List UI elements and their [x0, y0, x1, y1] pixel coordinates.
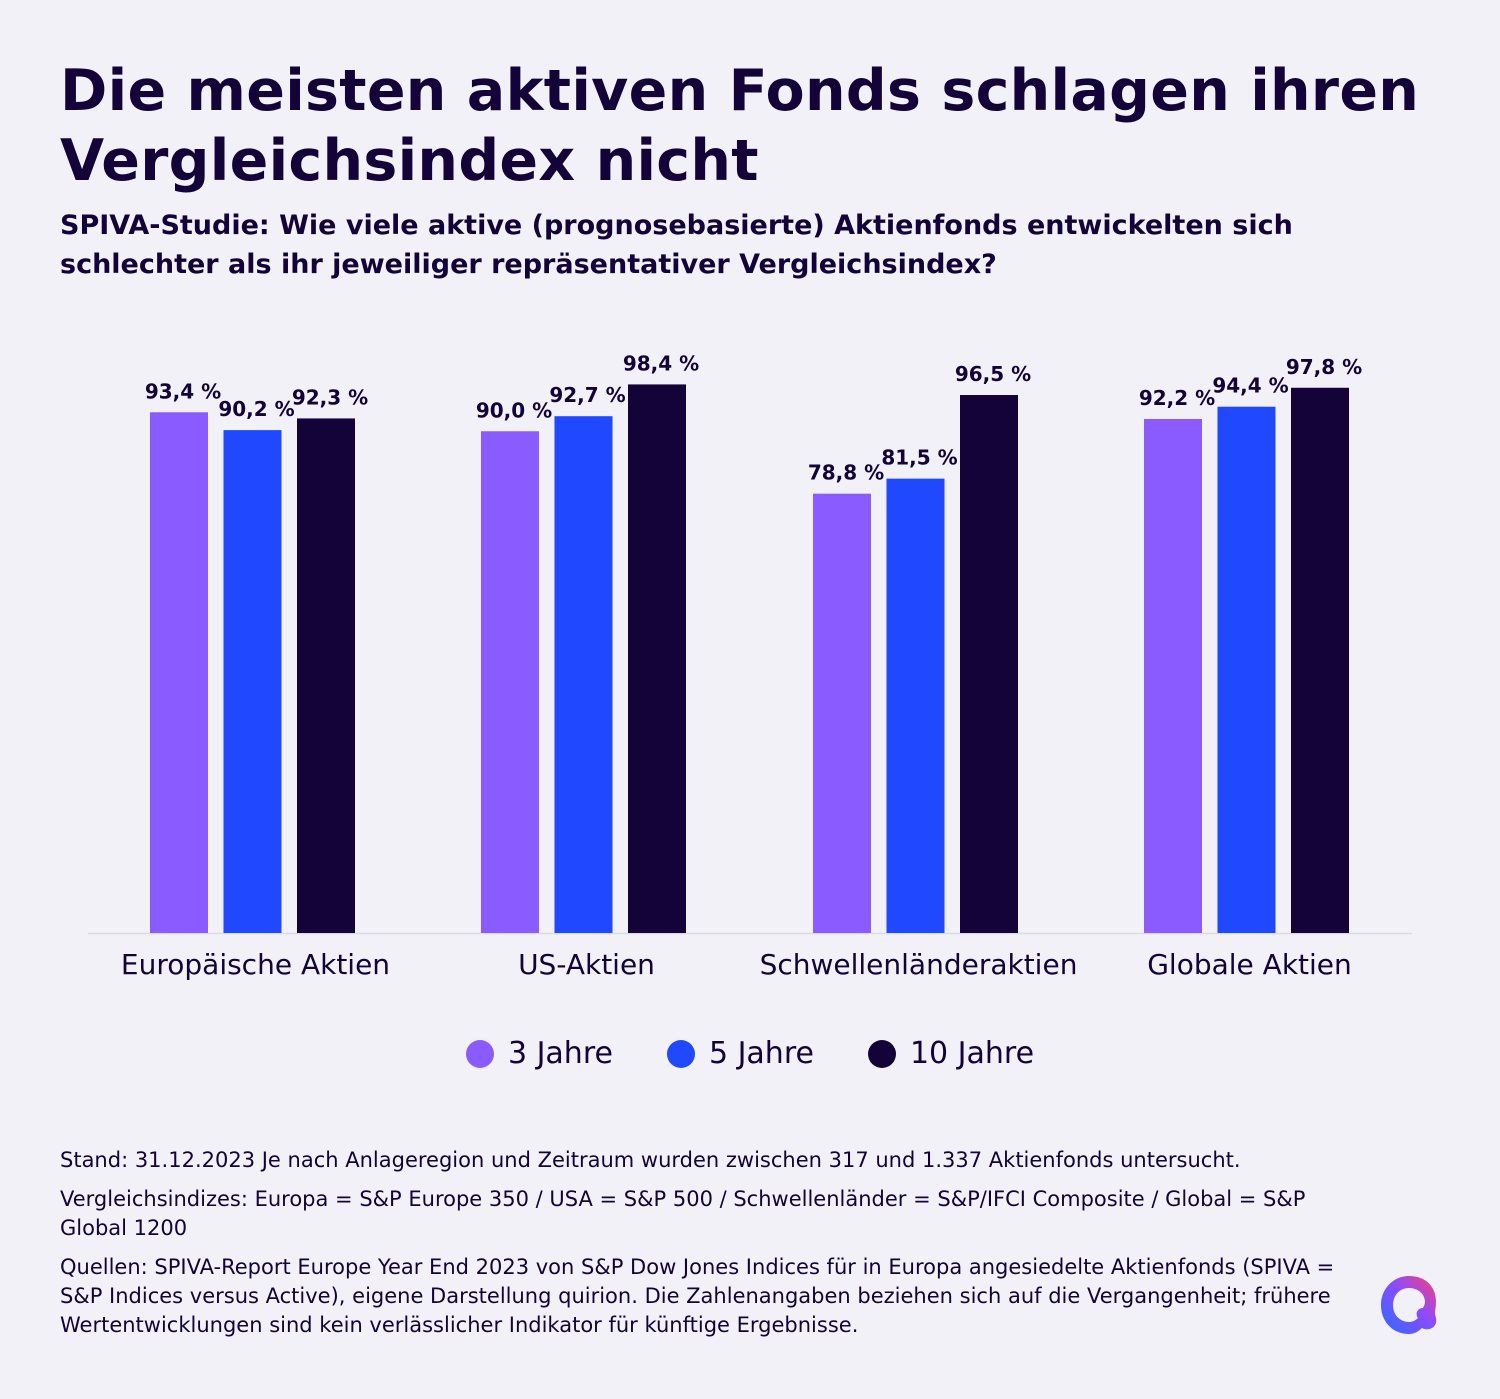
- bar-10-jahre-2: [960, 395, 1018, 933]
- bar-3-jahre-3: [1144, 418, 1202, 933]
- note-stand: Stand: 31.12.2023 Je nach Anlageregion u…: [60, 1148, 1241, 1172]
- data-label: 97,8 %: [1286, 355, 1362, 379]
- legend-swatch-3-jahre: [465, 1039, 494, 1068]
- data-label: 90,2 %: [218, 397, 294, 421]
- legend-label-5-jahre: 5 Jahre: [708, 1036, 814, 1071]
- x-tick-label: Globale Aktien: [1147, 948, 1352, 981]
- bar-chart: 93,4 %90,2 %92,3 % Europäische Aktien 90,0…: [88, 351, 1412, 981]
- legend-swatch-5-jahre: [666, 1039, 695, 1068]
- note-vergleichsindizes: Vergleichsindizes: Europa = S&P Europe 3…: [60, 1187, 1306, 1240]
- bar-3-jahre-1: [481, 431, 539, 933]
- legend-label-3-jahre: 3 Jahre: [507, 1036, 613, 1071]
- data-label: 81,5 %: [881, 446, 957, 470]
- data-label: 93,4 %: [145, 379, 221, 403]
- quirion-logo-icon: [1381, 1276, 1437, 1334]
- chart-title: Die meisten aktiven Fonds schlagen ihren…: [60, 58, 1420, 194]
- legend-label-10-jahre: 10 Jahre: [909, 1036, 1035, 1071]
- bar-5-jahre-1: [554, 416, 613, 933]
- bar-10-jahre-1: [628, 384, 686, 933]
- data-label: 92,7 %: [549, 383, 625, 407]
- data-label: 96,5 %: [955, 362, 1031, 386]
- legend-swatch-10-jahre: [867, 1039, 896, 1068]
- bar-10-jahre-3: [1291, 387, 1349, 933]
- legend-item-10-jahre: 10 Jahre: [867, 1036, 1035, 1071]
- x-tick-label: US-Aktien: [518, 948, 655, 981]
- chart-legend: 3 Jahre 5 Jahre 10 Jahre: [0, 1036, 1500, 1071]
- note-quellen: Quellen: SPIVA-Report Europe Year End 20…: [60, 1255, 1335, 1337]
- data-label: 94,4 %: [1212, 374, 1288, 398]
- x-tick-label: Schwellenländeraktien: [760, 948, 1078, 981]
- data-label: 78,8 %: [808, 461, 884, 485]
- bar-5-jahre-3: [1217, 406, 1276, 934]
- legend-item-5-jahre: 5 Jahre: [666, 1036, 814, 1071]
- bar-3-jahre-0: [150, 412, 208, 933]
- data-label: 98,4 %: [623, 351, 699, 375]
- bar-5-jahre-0: [223, 430, 282, 933]
- data-label: 90,0 %: [476, 398, 552, 422]
- footnotes: Stand: 31.12.2023 Je nach Anlageregion u…: [60, 1146, 1360, 1350]
- data-label: 92,3 %: [292, 385, 368, 409]
- bar-5-jahre-2: [886, 478, 945, 933]
- bar-3-jahre-2: [813, 493, 871, 933]
- legend-item-3-jahre: 3 Jahre: [465, 1036, 613, 1071]
- bar-10-jahre-0: [297, 418, 355, 933]
- chart-subtitle: SPIVA-Studie: Wie viele aktive (prognose…: [60, 210, 1293, 280]
- data-label: 92,2 %: [1139, 386, 1215, 410]
- x-tick-label: Europäische Aktien: [121, 948, 390, 981]
